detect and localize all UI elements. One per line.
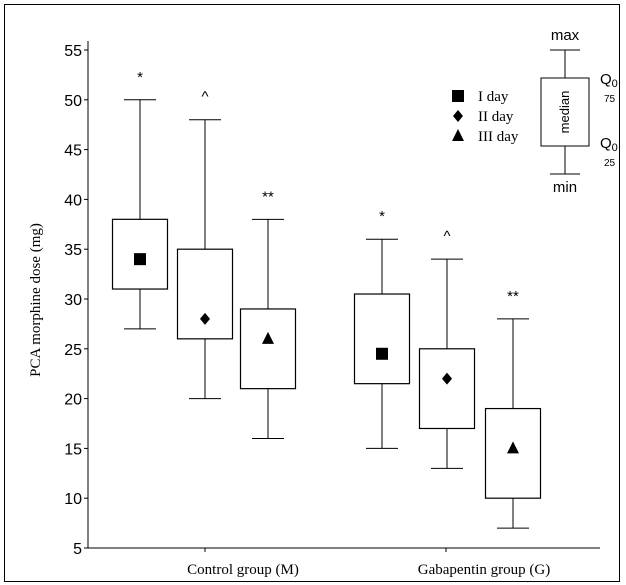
iqr-box [353, 293, 411, 385]
key-box [540, 77, 590, 147]
y-tick-label: 15 [64, 441, 82, 458]
key-q75-sub2: 75 [604, 94, 616, 105]
significance-label: * [137, 69, 143, 86]
y-tick-label: 45 [64, 143, 82, 160]
x-group-label: Control group (M) [187, 562, 299, 578]
significance-label: ** [507, 288, 519, 305]
key-q25-q: Q [600, 135, 612, 152]
significance-label: ^ [443, 228, 450, 245]
triangle-marker [507, 441, 519, 454]
key-q75-q: Q [600, 71, 612, 88]
legend-label: III day [478, 129, 519, 145]
square-marker [376, 347, 388, 360]
y-tick-label: 20 [64, 392, 82, 409]
box-2-1: * [353, 208, 411, 449]
y-tick-label: 5 [73, 541, 82, 558]
y-tick-label: 55 [64, 43, 82, 60]
legend-label: II day [478, 109, 514, 125]
triangle-marker [452, 129, 464, 141]
y-tick-label: 35 [64, 242, 82, 259]
y-axis-label: PCA morphine dose (mg) [28, 223, 44, 377]
x-labels: Control group (M) Gabapentin group (G) [187, 548, 550, 578]
iqr-box [418, 348, 476, 430]
y-ticks: 5 10 15 20 25 30 35 40 45 50 55 [64, 43, 88, 558]
key-median-label: median [557, 91, 572, 134]
significance-label: ^ [201, 89, 208, 106]
iqr-box [239, 308, 297, 390]
y-tick-label: 50 [64, 93, 82, 110]
triangle-marker [262, 331, 274, 344]
axes [87, 41, 600, 549]
x-group-label: Gabapentin group (G) [418, 562, 550, 578]
key-q75-sub: 0 [612, 78, 618, 90]
y-tick-label: 40 [64, 192, 82, 209]
iqr-box [176, 248, 234, 340]
y-tick-label: 25 [64, 342, 82, 359]
significance-label: * [379, 208, 385, 225]
key-min-label: min [553, 179, 577, 196]
key-q25-sub2: 25 [604, 158, 616, 169]
y-tick-label: 30 [64, 292, 82, 309]
legend-label: I day [478, 89, 509, 105]
key-q25-sub: 0 [612, 142, 618, 154]
box-1-2: ^ [176, 89, 234, 400]
box-1-3: ** [239, 188, 297, 439]
legend: I day II day III day [452, 89, 519, 145]
diamond-marker [200, 312, 210, 325]
diamond-marker [453, 110, 463, 122]
key-max-label: max [551, 27, 580, 44]
chart-border [4, 4, 620, 582]
key-q75-label: Q0 [600, 71, 618, 90]
significance-label: ** [262, 188, 274, 205]
square-marker [452, 90, 464, 102]
box-1-1: * [111, 69, 169, 330]
key-q25-label: Q0 [600, 135, 618, 154]
square-marker [134, 253, 146, 266]
diamond-marker [442, 372, 452, 385]
box-2-3: ** [484, 288, 542, 529]
y-tick-label: 10 [64, 491, 82, 508]
box-group: *^***^** [111, 69, 542, 529]
box-2-2: ^ [418, 228, 476, 469]
